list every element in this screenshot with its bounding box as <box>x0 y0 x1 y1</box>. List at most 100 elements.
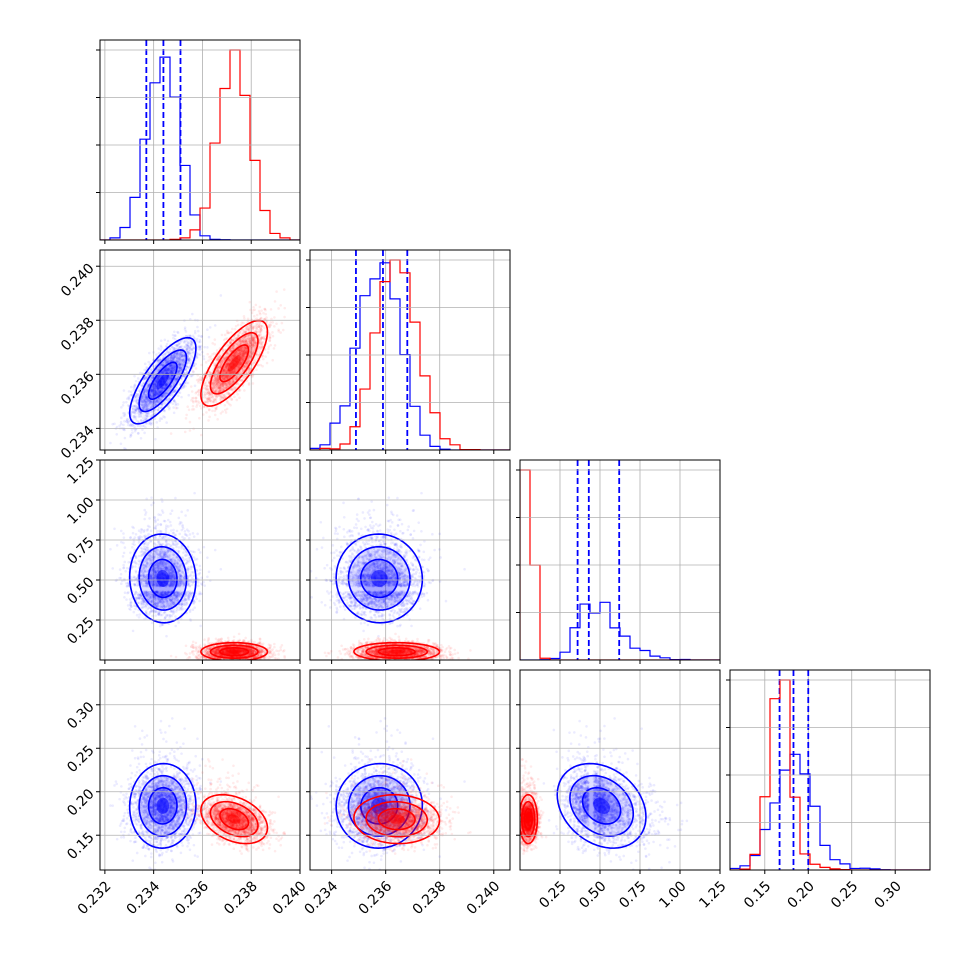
sample-point <box>168 389 171 392</box>
sample-point <box>178 351 181 355</box>
sample-point <box>166 381 170 385</box>
sample-point <box>188 351 191 355</box>
sample-point <box>160 388 163 392</box>
sample-point <box>207 419 210 422</box>
sample-point <box>179 366 183 369</box>
sample-point <box>163 369 166 373</box>
sample-point <box>215 407 218 410</box>
sample-point <box>129 423 132 427</box>
sample-point <box>175 377 179 381</box>
sample-point <box>160 363 163 366</box>
histogram-step <box>100 56 300 240</box>
sample-point <box>137 431 140 435</box>
sample-point <box>175 358 179 361</box>
sample-point <box>181 363 185 367</box>
sample-point <box>134 415 138 419</box>
sample-point <box>243 389 246 392</box>
sample-point <box>193 337 196 340</box>
sample-point <box>146 397 150 401</box>
sample-point <box>167 365 171 369</box>
sample-point <box>141 394 144 398</box>
sample-point <box>175 352 179 355</box>
sample-point <box>186 344 190 348</box>
sample-point <box>149 395 153 399</box>
sample-point <box>133 416 136 420</box>
sample-point <box>193 384 197 388</box>
sample-point <box>156 368 159 371</box>
sample-point <box>197 345 200 348</box>
sample-point <box>153 412 156 416</box>
sample-point <box>157 389 161 393</box>
sample-point <box>156 389 160 392</box>
sample-point <box>174 402 178 405</box>
sample-point <box>156 392 159 395</box>
sample-point <box>168 397 171 400</box>
sample-point <box>149 400 153 403</box>
sample-point <box>175 388 178 392</box>
sample-point <box>164 368 168 371</box>
sample-point <box>157 388 160 392</box>
sample-point <box>174 366 177 369</box>
sample-point <box>208 326 212 329</box>
sample-point <box>127 390 131 393</box>
sample-point <box>168 350 171 354</box>
sample-point <box>213 324 217 327</box>
sample-point <box>171 355 174 358</box>
sample-point <box>120 406 123 409</box>
sample-point <box>182 358 186 362</box>
sample-point <box>171 364 174 368</box>
sample-point <box>185 340 189 343</box>
sample-point <box>262 311 265 315</box>
sample-point <box>170 371 174 374</box>
sample-point <box>172 347 176 350</box>
sample-point <box>171 355 175 358</box>
sample-point <box>266 351 270 354</box>
sample-point <box>155 392 159 396</box>
sample-point <box>188 346 192 350</box>
sample-point <box>151 394 155 398</box>
sample-point <box>149 400 153 403</box>
sample-point <box>283 315 286 319</box>
sample-point <box>137 393 140 396</box>
sample-point <box>141 401 144 405</box>
sample-point <box>171 333 175 337</box>
sample-point <box>251 382 255 385</box>
sample-point <box>131 431 134 434</box>
sample-point <box>159 388 163 392</box>
sample-point <box>133 410 137 413</box>
sample-point <box>155 379 159 383</box>
sample-point <box>144 393 148 397</box>
sample-point <box>176 330 179 334</box>
sample-point <box>268 336 272 340</box>
sample-point <box>134 408 138 412</box>
sample-point <box>157 392 160 395</box>
sample-point <box>264 308 267 312</box>
sample-point <box>145 414 148 417</box>
sample-point <box>170 385 173 389</box>
sample-point <box>184 349 188 352</box>
sample-point <box>151 402 155 406</box>
sample-point <box>203 345 206 349</box>
sample-point <box>264 312 268 316</box>
sample-point <box>151 388 155 392</box>
sample-point <box>129 390 133 394</box>
sample-point <box>167 380 171 383</box>
sample-point <box>131 407 135 411</box>
sample-point <box>152 394 156 398</box>
sample-point <box>148 371 152 375</box>
sample-point <box>171 353 175 356</box>
sample-point <box>137 415 141 419</box>
sample-point <box>125 420 128 423</box>
sample-point <box>142 411 145 415</box>
sample-point <box>129 393 132 397</box>
sample-point <box>151 376 154 379</box>
sample-point <box>162 371 165 375</box>
sample-point <box>202 357 206 361</box>
sample-point <box>148 400 152 404</box>
sample-point <box>172 406 175 409</box>
sample-point <box>153 381 157 384</box>
sample-point <box>187 345 191 349</box>
sample-point <box>170 370 174 373</box>
sample-point <box>182 386 186 389</box>
sample-point <box>170 394 174 398</box>
